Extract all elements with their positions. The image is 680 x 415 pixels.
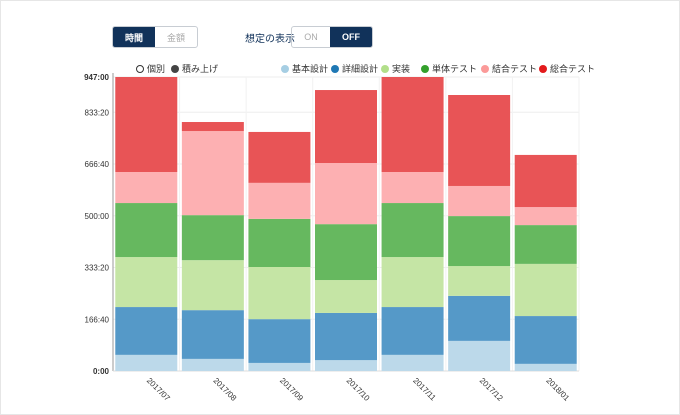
radio-empty-icon xyxy=(136,64,144,73)
x-tick-label: 2017/07 xyxy=(145,376,172,403)
bar-segment xyxy=(514,154,577,208)
bar-segment xyxy=(181,122,244,132)
metric-toggle: 時間 金額 xyxy=(112,26,198,48)
bar-segment xyxy=(514,225,577,264)
bar-segment xyxy=(315,280,377,313)
legend-swatch-icon xyxy=(381,64,389,73)
legend-swatch-icon xyxy=(539,64,547,73)
legend-swatch-icon xyxy=(481,64,489,73)
y-tick-label: 833:20 xyxy=(85,108,110,117)
legend-label: 詳細設計 xyxy=(342,64,379,74)
y-tick-label: 0:00 xyxy=(93,367,110,376)
bar-segment xyxy=(248,182,311,219)
bar-segment xyxy=(115,354,178,371)
bar-segment xyxy=(181,310,244,359)
bar-segment xyxy=(514,363,577,371)
y-tick-label: 666:40 xyxy=(85,160,110,169)
bar-segment xyxy=(181,131,244,216)
x-tick-label: 2018/01 xyxy=(544,376,571,403)
bar-segment xyxy=(448,340,511,371)
mode-individual[interactable]: 個別 xyxy=(136,62,165,75)
metric-amount-button[interactable]: 金額 xyxy=(166,32,185,43)
bar-segment xyxy=(448,216,511,267)
x-tick-label: 2017/08 xyxy=(211,376,238,403)
bar-segment xyxy=(381,203,444,258)
x-tick-label: 2017/11 xyxy=(411,376,438,403)
bar-segment xyxy=(448,266,511,296)
bar-segment xyxy=(381,171,444,204)
legend-label: 実装 xyxy=(392,64,411,74)
legend-label: 総合テスト xyxy=(550,64,596,74)
bar-segment xyxy=(115,171,178,204)
metric-time-button[interactable]: 時間 xyxy=(113,27,155,47)
bar-segment xyxy=(248,131,311,183)
bar-segment xyxy=(248,218,311,267)
assumption-toggle: ON OFF xyxy=(291,26,373,48)
bar-segment xyxy=(248,362,311,371)
legend-item[interactable]: 基本設計 xyxy=(281,62,328,75)
legend-item[interactable]: 詳細設計 xyxy=(331,62,378,75)
bar-segment xyxy=(248,319,311,363)
bar-segment xyxy=(381,354,444,371)
bar-segment xyxy=(315,312,377,361)
bar-segment xyxy=(115,77,178,172)
bar-segment xyxy=(381,77,444,172)
legend-swatch-icon xyxy=(281,64,289,73)
bar-segment xyxy=(448,185,511,217)
legend-item[interactable]: 結合テスト xyxy=(481,62,537,75)
legend-item[interactable]: 実装 xyxy=(381,62,410,75)
bar-segment xyxy=(315,360,377,371)
bar-segment xyxy=(315,90,377,163)
bar-segment xyxy=(514,207,577,226)
x-tick-label: 2017/12 xyxy=(478,376,505,403)
bar-segment xyxy=(181,358,244,371)
legend-swatch-icon xyxy=(421,64,429,73)
bar-segment xyxy=(181,215,244,261)
x-tick-label: 2017/10 xyxy=(345,376,372,403)
bar-segment xyxy=(115,307,178,355)
bar-segment xyxy=(315,224,377,281)
y-tick-label: 500:00 xyxy=(85,212,110,221)
mode-stacked-label: 積み上げ xyxy=(182,64,219,74)
bar-segment xyxy=(514,316,577,364)
y-tick-label: 947:00 xyxy=(84,73,109,82)
bar-segment xyxy=(381,257,444,308)
bar-segment xyxy=(448,95,511,186)
y-tick-label: 166:40 xyxy=(85,315,110,324)
bar-segment xyxy=(448,295,511,341)
radio-filled-icon xyxy=(171,64,179,73)
bar-segment xyxy=(248,266,311,320)
legend-item[interactable]: 総合テスト xyxy=(539,62,595,75)
legend-label: 単体テスト xyxy=(432,64,478,74)
bar-segment xyxy=(381,307,444,355)
legend-item[interactable]: 単体テスト xyxy=(421,62,477,75)
assumption-on-button[interactable]: ON xyxy=(304,32,318,42)
x-tick-label: 2017/09 xyxy=(278,376,305,403)
legend-label: 結合テスト xyxy=(492,64,538,74)
assumption-label: 想定の表示 xyxy=(245,34,295,45)
bar-segment xyxy=(514,263,577,317)
bar-segment xyxy=(115,257,178,308)
y-tick-label: 333:20 xyxy=(85,264,110,273)
mode-stacked[interactable]: 積み上げ xyxy=(171,62,218,75)
assumption-off-button[interactable]: OFF xyxy=(330,27,372,47)
bar-segment xyxy=(115,203,178,258)
legend-swatch-icon xyxy=(331,64,339,73)
mode-individual-label: 個別 xyxy=(147,64,166,74)
bar-segment xyxy=(315,162,377,225)
legend-label: 基本設計 xyxy=(292,64,329,74)
bar-segment xyxy=(181,260,244,311)
